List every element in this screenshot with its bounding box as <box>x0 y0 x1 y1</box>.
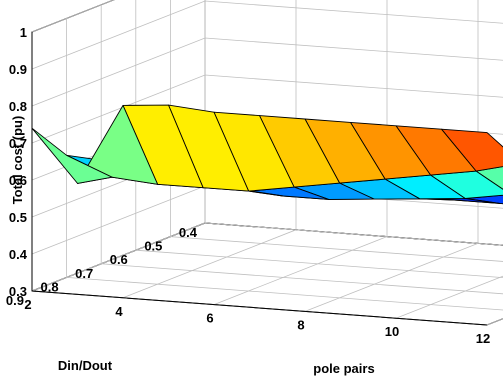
z-tick-label: 0.4 <box>9 247 28 262</box>
y-gridline <box>169 0 503 262</box>
tick-labels: 0.30.40.50.60.70.80.912 4 6 8 10 120.40.50.60… <box>6 25 490 346</box>
y-axis-label: Din/Dout <box>58 358 113 373</box>
z-tick-label: 1 <box>20 25 27 40</box>
z-tick-label: 0.3 <box>9 284 27 299</box>
x-tick-label: 10 <box>385 324 399 339</box>
y-tick-label: 0.7 <box>75 266 93 281</box>
y-tick-label: 0.4 <box>179 225 198 240</box>
x-gridline <box>395 275 503 319</box>
y-gridline <box>100 4 503 295</box>
y-tick-label: 0.8 <box>41 279 59 294</box>
axis-titles: Total cost (pu) pole pairs Din/Dout <box>10 116 375 376</box>
surface-patch <box>31 127 113 184</box>
floor <box>31 222 503 326</box>
z-tick-label: 0.6 <box>9 173 27 188</box>
y-gridline <box>66 18 503 311</box>
x-axis-line <box>31 290 488 326</box>
z-tick-label: 0.5 <box>9 210 27 225</box>
z-tick-label: 0.8 <box>9 99 27 114</box>
y-tick-label: 0.9 <box>6 293 24 308</box>
z-tick-label: 0.7 <box>9 136 27 151</box>
y-tick-label: 0.6 <box>110 252 128 267</box>
z-axis-label: Total cost (pu) <box>10 116 25 205</box>
z-gridline <box>31 0 503 70</box>
axes-box <box>31 0 503 326</box>
x-tick-label: 4 <box>115 304 123 319</box>
x-tick-label: 6 <box>206 311 213 326</box>
z-tick-label: 0.9 <box>9 62 27 77</box>
z-gridline <box>31 222 503 292</box>
y-gridline <box>135 0 503 279</box>
z-gridline <box>31 0 115 33</box>
x-tick-label: 2 <box>24 297 31 312</box>
surface-mesh <box>31 104 503 205</box>
x-tick-label: 12 <box>476 331 490 346</box>
y-gridline <box>204 0 503 246</box>
y-tick-label: 0.5 <box>144 239 162 254</box>
x-axis-label: pole pairs <box>313 361 374 376</box>
z-gridline <box>31 37 503 107</box>
x-tick-label: 8 <box>297 317 304 332</box>
